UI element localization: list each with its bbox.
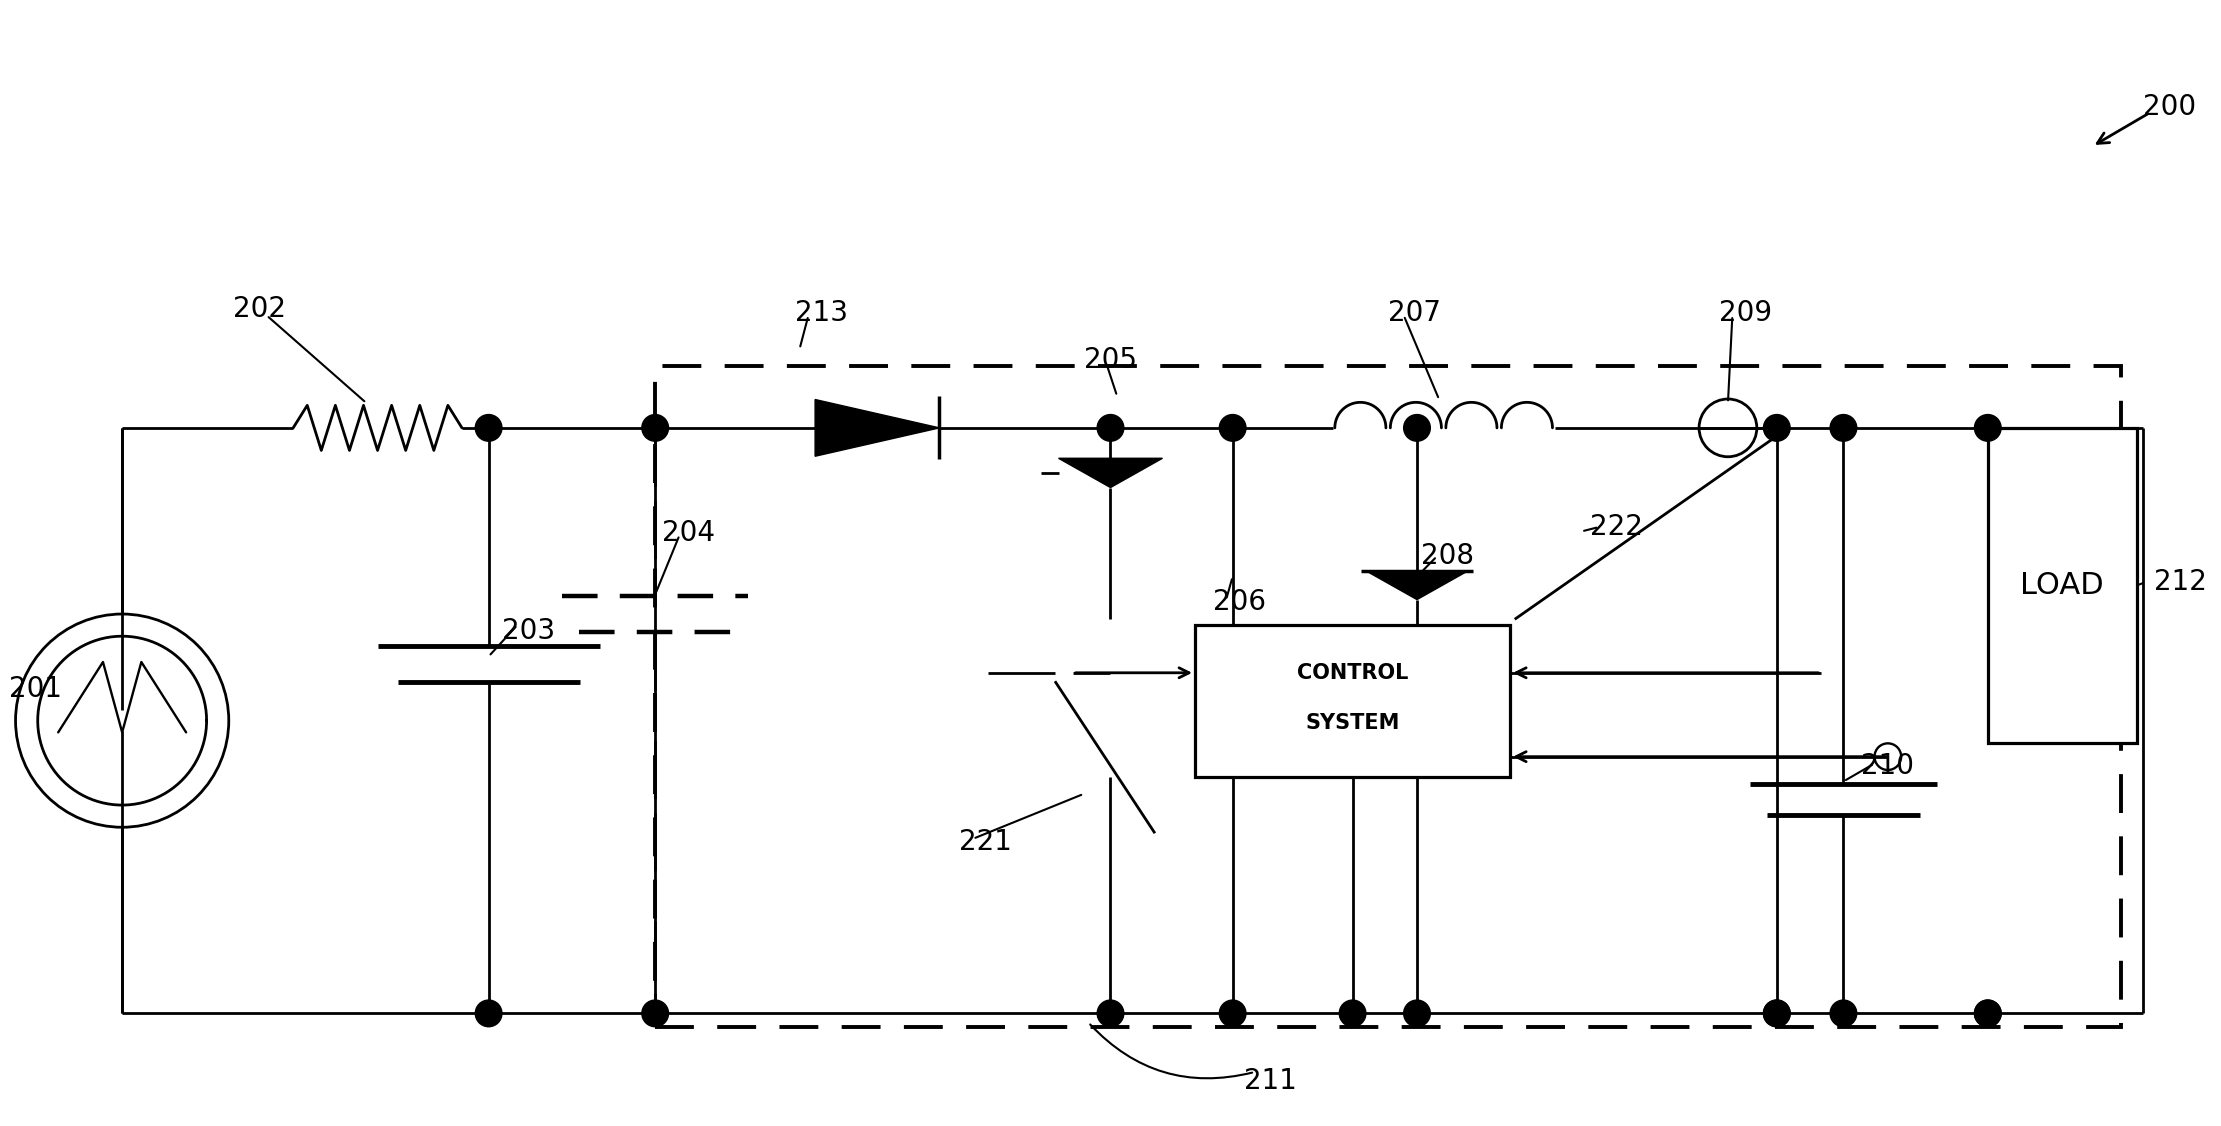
Text: CONTROL: CONTROL bbox=[1297, 663, 1408, 682]
Text: 202: 202 bbox=[233, 295, 287, 322]
Circle shape bbox=[1219, 414, 1246, 441]
Circle shape bbox=[1097, 414, 1124, 441]
Circle shape bbox=[1404, 414, 1430, 441]
Text: 210: 210 bbox=[1861, 752, 1915, 779]
Circle shape bbox=[1974, 1000, 2001, 1027]
Circle shape bbox=[1763, 1000, 1790, 1027]
Circle shape bbox=[1830, 1000, 1857, 1027]
Text: LOAD: LOAD bbox=[2021, 571, 2103, 600]
FancyBboxPatch shape bbox=[1195, 625, 1510, 777]
Polygon shape bbox=[1059, 458, 1162, 488]
Circle shape bbox=[1097, 1000, 1124, 1027]
FancyBboxPatch shape bbox=[1988, 428, 2137, 743]
Text: 203: 203 bbox=[502, 617, 555, 644]
Circle shape bbox=[475, 1000, 502, 1027]
Circle shape bbox=[1974, 414, 2001, 441]
Text: 207: 207 bbox=[1388, 300, 1441, 327]
Text: 211: 211 bbox=[1244, 1067, 1297, 1094]
Text: 206: 206 bbox=[1213, 589, 1266, 616]
Text: 212: 212 bbox=[2154, 569, 2208, 596]
Polygon shape bbox=[1366, 572, 1466, 599]
Polygon shape bbox=[815, 400, 939, 456]
Text: 201: 201 bbox=[9, 676, 62, 703]
Circle shape bbox=[642, 1000, 669, 1027]
Circle shape bbox=[1339, 1000, 1366, 1027]
Text: 208: 208 bbox=[1421, 543, 1475, 570]
Text: 221: 221 bbox=[959, 829, 1013, 856]
Circle shape bbox=[1219, 1000, 1246, 1027]
Text: 205: 205 bbox=[1084, 347, 1137, 374]
Circle shape bbox=[1763, 414, 1790, 441]
Text: 200: 200 bbox=[2143, 93, 2197, 120]
Circle shape bbox=[1830, 414, 1857, 441]
Circle shape bbox=[1763, 1000, 1790, 1027]
Circle shape bbox=[1974, 1000, 2001, 1027]
Circle shape bbox=[1404, 1000, 1430, 1027]
Circle shape bbox=[475, 414, 502, 441]
Text: 209: 209 bbox=[1719, 300, 1772, 327]
Text: 213: 213 bbox=[795, 300, 848, 327]
Text: 204: 204 bbox=[662, 519, 715, 546]
Text: 222: 222 bbox=[1590, 513, 1644, 540]
Circle shape bbox=[642, 414, 669, 441]
Text: SYSTEM: SYSTEM bbox=[1306, 714, 1399, 733]
